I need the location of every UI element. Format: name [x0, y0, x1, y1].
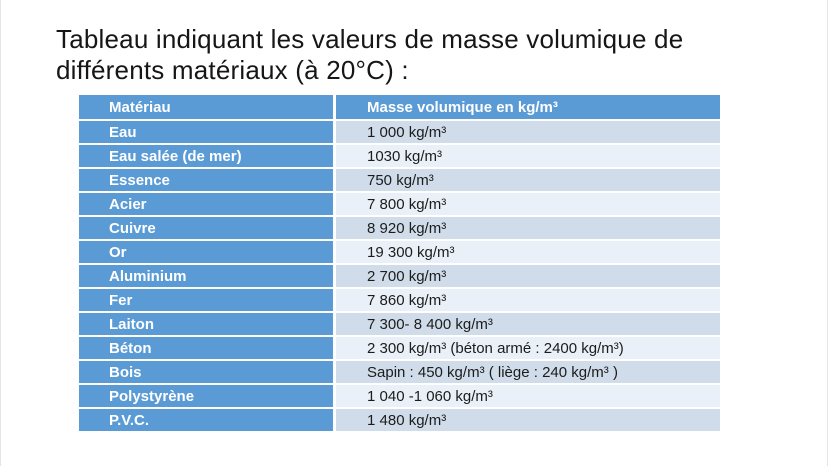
- table-row: Béton 2 300 kg/m³ (béton armé : 2400 kg/…: [79, 335, 720, 359]
- slide-title-line-2: différents matériaux (à 20°C) :: [56, 55, 409, 85]
- material-cell: Acier: [79, 193, 336, 215]
- material-cell: Béton: [79, 337, 336, 359]
- value-cell: 1 000 kg/m³: [336, 121, 720, 143]
- material-cell: Or: [79, 241, 336, 263]
- material-cell: Eau salée (de mer): [79, 145, 336, 167]
- value-cell: 2 700 kg/m³: [336, 265, 720, 287]
- material-cell: Essence: [79, 169, 336, 191]
- material-cell: Laiton: [79, 313, 336, 335]
- slide-title: Tableau indiquant les valeurs de masse v…: [56, 24, 683, 86]
- header-cell-material: Matériau: [79, 95, 336, 119]
- header-cell-value: Masse volumique en kg/m³: [336, 95, 720, 119]
- value-cell: 1 040 -1 060 kg/m³: [336, 385, 720, 407]
- value-cell: 2 300 kg/m³ (béton armé : 2400 kg/m³): [336, 337, 720, 359]
- material-cell: P.V.C.: [79, 409, 336, 431]
- value-cell: 7 300- 8 400 kg/m³: [336, 313, 720, 335]
- table-row: Eau salée (de mer) 1030 kg/m³: [79, 143, 720, 167]
- table-row: Cuivre 8 920 kg/m³: [79, 215, 720, 239]
- table-row: Laiton 7 300- 8 400 kg/m³: [79, 311, 720, 335]
- value-cell: 7 860 kg/m³: [336, 289, 720, 311]
- table-row: Aluminium 2 700 kg/m³: [79, 263, 720, 287]
- value-cell: Sapin : 450 kg/m³ ( liège : 240 kg/m³ ): [336, 361, 720, 383]
- table-row: Fer 7 860 kg/m³: [79, 287, 720, 311]
- table-row: Bois Sapin : 450 kg/m³ ( liège : 240 kg/…: [79, 359, 720, 383]
- value-cell: 1 480 kg/m³: [336, 409, 720, 431]
- value-cell: 7 800 kg/m³: [336, 193, 720, 215]
- value-cell: 8 920 kg/m³: [336, 217, 720, 239]
- material-cell: Polystyrène: [79, 385, 336, 407]
- material-cell: Eau: [79, 121, 336, 143]
- value-cell: 750 kg/m³: [336, 169, 720, 191]
- material-cell: Bois: [79, 361, 336, 383]
- table-row: Or 19 300 kg/m³: [79, 239, 720, 263]
- table-row: Eau 1 000 kg/m³: [79, 119, 720, 143]
- value-cell: 19 300 kg/m³: [336, 241, 720, 263]
- table-row: Polystyrène 1 040 -1 060 kg/m³: [79, 383, 720, 407]
- table-row: P.V.C. 1 480 kg/m³: [79, 407, 720, 431]
- slide-title-line-1: Tableau indiquant les valeurs de masse v…: [56, 24, 684, 54]
- table-header-row: Matériau Masse volumique en kg/m³: [79, 95, 720, 119]
- material-cell: Fer: [79, 289, 336, 311]
- value-cell: 1030 kg/m³: [336, 145, 720, 167]
- table-row: Acier 7 800 kg/m³: [79, 191, 720, 215]
- density-table: Matériau Masse volumique en kg/m³ Eau 1 …: [79, 95, 720, 431]
- table-row: Essence 750 kg/m³: [79, 167, 720, 191]
- material-cell: Aluminium: [79, 265, 336, 287]
- material-cell: Cuivre: [79, 217, 336, 239]
